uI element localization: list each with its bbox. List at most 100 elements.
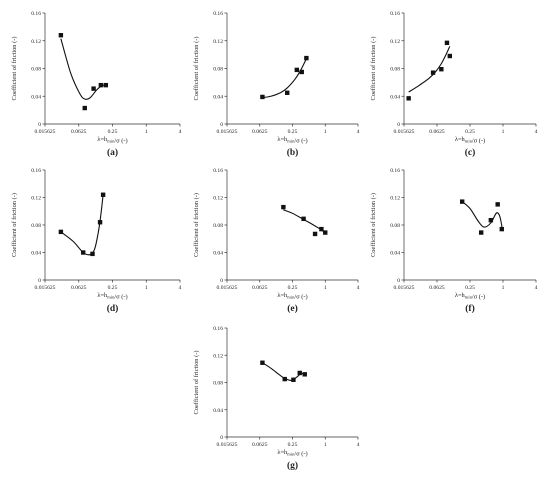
x-tick-label: 4 [179,285,182,291]
data-point [83,106,87,110]
x-tick-label: 0.015625 [394,129,415,135]
x-tick-label: 0.0625 [429,129,445,135]
x-tick-label: 0.0625 [429,285,445,291]
x-tick-label: 0.25 [288,285,298,291]
data-point [300,70,304,74]
y-tick-label: 0.12 [213,39,223,45]
x-axis-title: λ=hmin/σ (-) [455,136,485,144]
y-tick-label: 0.16 [213,168,223,174]
data-point [301,217,305,221]
data-point [260,95,264,99]
x-tick-label: 0.015625 [394,285,415,291]
y-axis-title: Coefficient of friction (-) [370,193,377,257]
x-tick-label: 0.25 [465,285,475,291]
data-point [313,232,317,236]
y-tick-label: 0.16 [31,168,41,174]
data-point [303,372,307,376]
trend-curve [283,210,325,233]
panel-label: (f) [465,303,475,314]
chart-panel-6: 00.040.080.120.160.0156250.06250.2514Coe… [370,168,538,314]
x-tick-label: 0.0625 [252,285,268,291]
data-point [104,83,108,87]
x-tick-label: 0.015625 [35,285,56,291]
data-point [479,230,483,234]
data-point [90,252,94,256]
x-tick-label: 4 [535,129,538,135]
data-point [500,227,504,231]
x-tick-label: 1 [145,285,148,291]
panel-label: (a) [107,147,118,158]
y-tick-label: 0 [397,122,400,128]
x-tick-label: 0.25 [108,285,118,291]
y-tick-label: 0.08 [213,223,223,229]
y-tick-label: 0.08 [31,67,41,73]
y-tick-label: 0.08 [213,381,223,387]
y-tick-label: 0.12 [213,353,223,359]
y-tick-label: 0 [397,278,400,284]
panel-label: (c) [465,147,476,158]
y-tick-label: 0.12 [390,39,400,45]
data-point [283,377,287,381]
y-tick-label: 0.04 [390,94,400,100]
y-tick-label: 0.08 [390,223,400,229]
y-tick-label: 0.04 [31,94,41,100]
y-tick-label: 0 [220,278,223,284]
y-tick-label: 0.12 [31,39,41,45]
data-point [291,378,295,382]
panel-label: (d) [107,303,119,314]
data-point [460,199,464,203]
y-tick-label: 0 [38,122,41,128]
y-tick-label: 0.08 [390,67,400,73]
x-tick-label: 1 [324,442,327,448]
x-axis-title: λ=hmin/σ (-) [97,136,127,144]
x-tick-label: 0.25 [288,442,298,448]
data-point [495,202,499,206]
chart-panel-4: 00.040.080.120.160.0156250.06250.2514Coe… [11,168,182,314]
trend-curve [409,46,450,92]
x-tick-label: 1 [502,129,505,135]
x-tick-label: 1 [145,129,148,135]
data-point [439,67,443,71]
x-tick-label: 0.25 [288,129,298,135]
y-tick-label: 0.04 [213,94,223,100]
chart-panel-7: 00.040.080.120.160.0156250.06250.2514Coe… [193,326,360,471]
data-point [323,230,327,234]
y-tick-label: 0.08 [31,223,41,229]
y-axis-title: Coefficient of friction (-) [11,37,18,101]
x-tick-label: 0.015625 [217,129,238,135]
y-tick-label: 0.12 [390,196,400,202]
x-tick-label: 4 [357,442,360,448]
x-tick-label: 0.015625 [217,442,238,448]
x-tick-label: 1 [324,129,327,135]
chart-panel-2: 00.040.080.120.160.0156250.06250.2514Coe… [193,11,360,158]
y-tick-label: 0.08 [213,67,223,73]
data-point [304,56,308,60]
data-point [295,68,299,72]
x-tick-label: 0.25 [108,129,118,135]
data-point [445,41,449,45]
y-tick-label: 0.04 [213,408,223,414]
data-point [431,70,435,74]
y-tick-label: 0.16 [213,326,223,332]
data-point [406,96,410,100]
panel-label: (g) [287,460,298,471]
y-axis-title: Coefficient of friction (-) [370,37,377,101]
panel-label: (b) [287,147,299,158]
data-point [59,230,63,234]
y-tick-label: 0.12 [213,196,223,202]
trend-curve [61,195,103,255]
x-axis-title: λ=hmin/σ (-) [97,292,127,300]
y-tick-label: 0 [220,435,223,441]
chart-panel-3: 00.040.080.120.160.0156250.06250.2514Coe… [370,11,538,158]
data-point [99,83,103,87]
y-tick-label: 0.16 [390,11,400,17]
chart-panel-5: 00.040.080.120.160.0156250.06250.2514Coe… [193,168,360,314]
x-tick-label: 0.0625 [71,129,87,135]
y-axis-title: Coefficient of friction (-) [193,193,200,257]
y-axis-title: Coefficient of friction (-) [11,193,18,257]
data-point [489,218,493,222]
x-tick-label: 0.0625 [252,129,268,135]
data-point [285,91,289,95]
x-tick-label: 4 [535,285,538,291]
y-axis-title: Coefficient of friction (-) [193,37,200,101]
